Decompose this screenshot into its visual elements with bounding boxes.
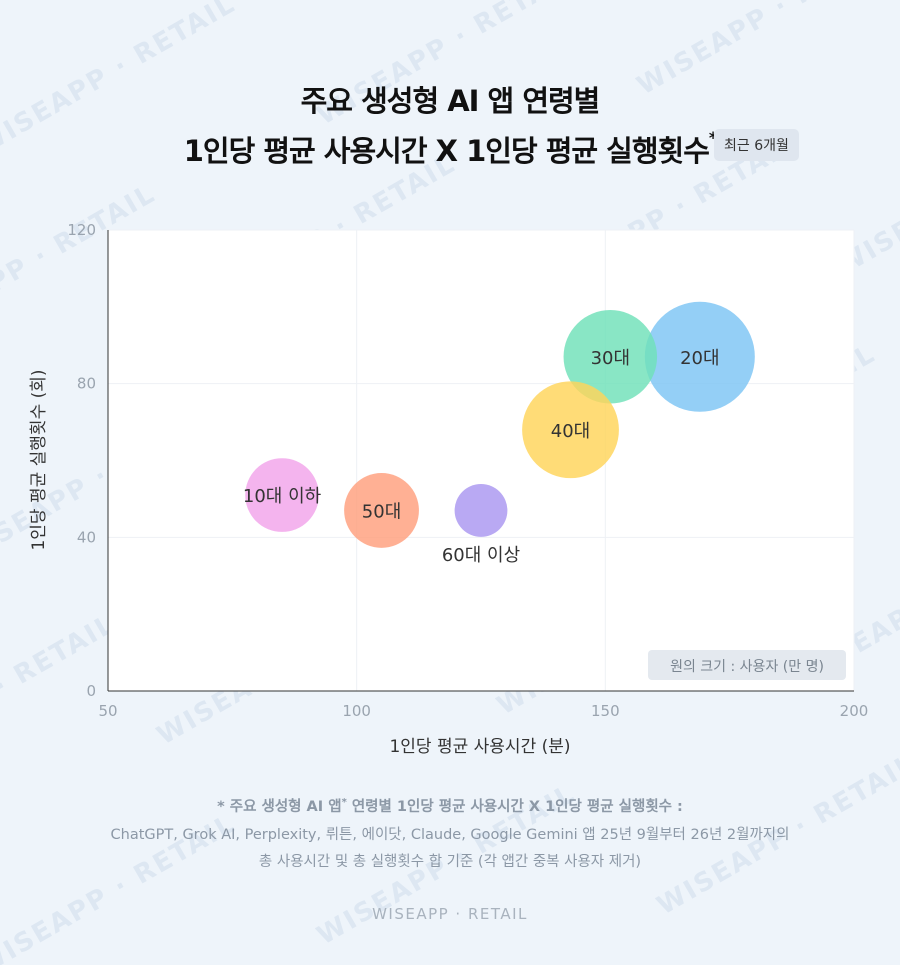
plot-area (108, 230, 854, 691)
bubbles: 20대 30대 40대 10대 이하 50대 60대 이상 (243, 301, 755, 566)
bubble (454, 484, 508, 537)
x-tick-label: 150 (591, 702, 620, 720)
bubble-size-legend-text: 원의 크기 : 사용자 (만 명) (670, 659, 824, 675)
x-tick-label: 100 (342, 702, 371, 720)
y-tick-label: 120 (67, 221, 96, 239)
y-tick-label: 0 (86, 682, 96, 700)
bubble (644, 301, 755, 412)
bubble (522, 381, 619, 479)
y-tick-label: 80 (77, 375, 96, 393)
bubble (245, 458, 319, 532)
bubble-label: 20대 (680, 348, 719, 369)
x-tick-label: 200 (840, 702, 869, 720)
bubble-label: 50대 (362, 501, 401, 522)
brand-logo-text: WISEAPP · RETAIL (372, 905, 528, 923)
bubble-size-legend-bg (648, 650, 846, 680)
footnote-line3: 총 사용시간 및 총 실행횟수 합 기준 (각 앱간 중복 사용자 제거) (258, 854, 642, 870)
chart-title-line1: 주요 생성형 AI 앱 연령별 (300, 84, 601, 118)
bubble (563, 310, 658, 404)
bubble-label: 30대 (591, 348, 630, 369)
bubble-label: 60대 이상 (442, 545, 520, 566)
period-badge: 최근 6개월 (714, 129, 799, 161)
bubble-label: 10대 이하 (243, 486, 322, 507)
bubble-label: 40대 (551, 421, 590, 442)
axes: 50 100 150 200 0 40 80 120 (67, 221, 868, 720)
bubble-size-legend: 원의 크기 : 사용자 (만 명) (648, 650, 846, 680)
bubble (344, 473, 419, 548)
x-tick-label: 50 (98, 702, 117, 720)
y-axis-label: 1인당 평균 실행횟수 (회) (29, 369, 49, 550)
y-tick-label: 40 (77, 528, 96, 546)
footnote-line1: * 주요 생성형 AI 앱* 연령별 1인당 평균 사용시간 X 1인당 평균 … (217, 797, 683, 815)
title-asterisk: * (708, 128, 717, 147)
footnote-line2: ChatGPT, Grok AI, Perplexity, 뤼튼, 에이닷, C… (110, 827, 790, 843)
chart-title-line2: 1인당 평균 사용시간 X 1인당 평균 실행횟수* (183, 128, 718, 168)
x-axis-label: 1인당 평균 사용시간 (분) (389, 737, 570, 757)
